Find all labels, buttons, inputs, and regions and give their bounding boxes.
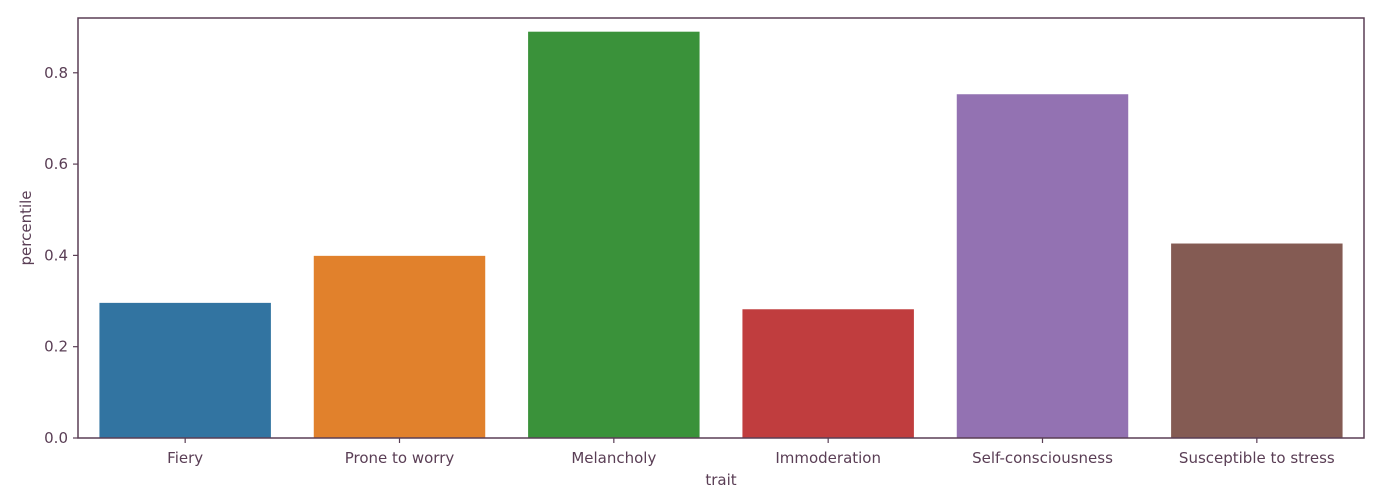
plot-frame <box>77 17 1365 439</box>
x-axis: Fiery Prone to worry Melancholy Immoderatio… <box>167 438 1335 467</box>
x-tick-label: Susceptible to stress <box>1179 449 1335 467</box>
y-tick-label: 0.8 <box>44 64 68 82</box>
y-axis-label: percentile <box>17 190 35 265</box>
bar-self-consciousness <box>956 94 1129 438</box>
y-tick-label: 0.4 <box>44 246 68 264</box>
x-tick-label: Melancholy <box>571 449 656 467</box>
y-tick-label: 0.6 <box>44 155 68 173</box>
y-axis: 0.0 0.2 0.4 0.6 0.8 <box>44 64 78 447</box>
x-tick-label: Immoderation <box>775 449 881 467</box>
x-axis-label: trait <box>705 471 736 489</box>
bar-prone-to-worry <box>313 255 486 438</box>
bar-fiery <box>99 302 271 438</box>
x-tick-label: Self-consciousness <box>972 449 1113 467</box>
y-tick-label: 0.2 <box>44 338 68 356</box>
bar-susceptible-to-stress <box>1171 243 1343 438</box>
x-tick-label: Prone to worry <box>345 449 455 467</box>
bars-group <box>99 31 1343 439</box>
bar-immoderation <box>742 309 914 438</box>
bar-melancholy <box>528 31 700 439</box>
x-tick-label: Fiery <box>167 449 203 467</box>
y-tick-label: 0.0 <box>44 429 68 447</box>
